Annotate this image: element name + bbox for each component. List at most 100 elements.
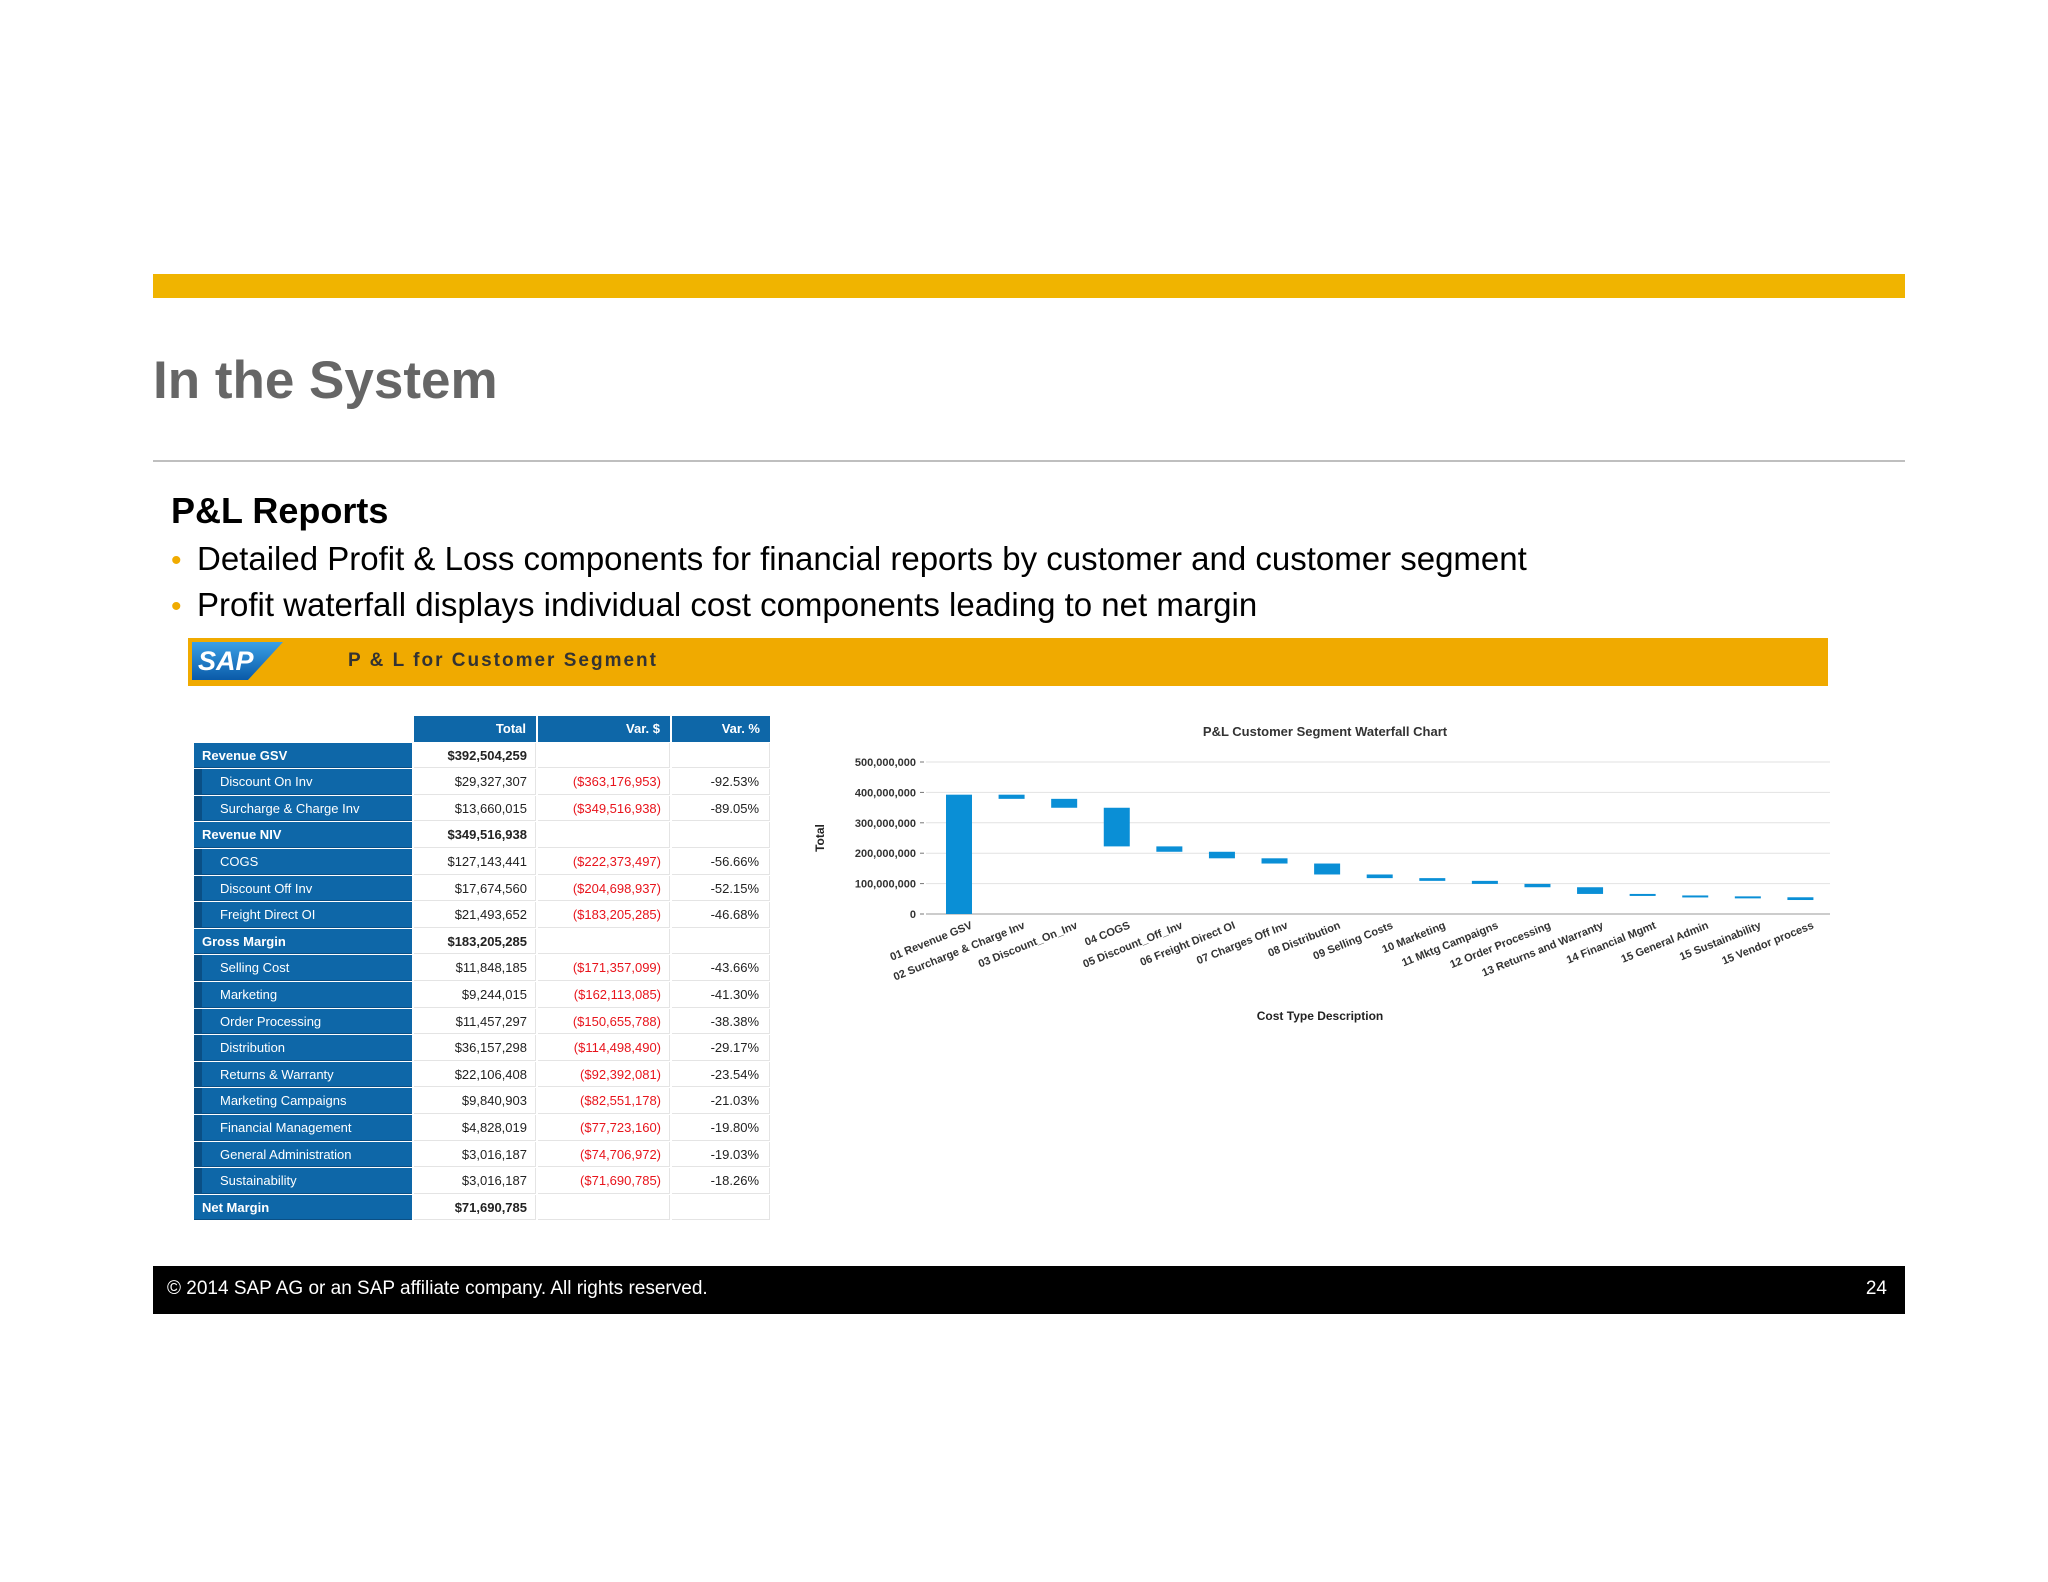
table-row[interactable]: Marketing Campaigns $9,840,903 ($82,551,17… [194,1088,772,1115]
row-label: Revenue NIV [194,822,412,848]
pl-table: Total Var. $ Var. % Revenue GSV $392,504,… [194,716,772,1221]
row-variance-pct: -29.17% [672,1035,770,1061]
row-variance-pct [672,1194,770,1221]
row-variance-dollar: ($204,698,937) [538,875,670,902]
table-row[interactable]: Order Processing $11,457,297 ($150,655,788… [194,1008,772,1036]
row-variance-dollar: ($162,113,085) [538,981,670,1008]
row-label: Discount On Inv [194,769,412,795]
sap-logo-text: SAP [198,646,255,676]
row-variance-pct: -89.05% [672,795,770,822]
footer-bar: © 2014 SAP AG or an SAP affiliate compan… [153,1266,1905,1314]
row-variance-pct: -41.30% [672,981,770,1008]
waterfall-bar [1366,874,1393,879]
row-variance-dollar [538,822,670,848]
row-variance-pct [672,742,770,769]
bullet-text: Profit waterfall displays individual cos… [197,586,1258,623]
table-row[interactable]: Marketing $9,244,015 ($162,113,085) -41.30% [194,981,772,1009]
row-variance-dollar: ($183,205,285) [538,902,670,928]
waterfall-bar [1787,897,1814,901]
row-total: $127,143,441 [414,848,536,875]
row-total: $11,848,185 [414,955,536,981]
waterfall-bar [1051,798,1078,808]
waterfall-bar [1734,896,1761,899]
row-variance-dollar: ($114,498,490) [538,1035,670,1061]
waterfall-bar [1629,893,1656,896]
waterfall-chart: 0 100,000,000 200,000,000 300,000,000 400,00… [813,724,1830,1023]
row-variance-dollar: ($150,655,788) [538,1008,670,1035]
table-row[interactable]: Discount Off Inv $17,674,560 ($204,698,937… [194,875,772,903]
waterfall-bar [1419,878,1446,881]
row-variance-dollar: ($349,516,938) [538,795,670,822]
column-header-var-pct[interactable]: Var. % [672,716,770,742]
row-total: $36,157,298 [414,1035,536,1061]
table-header-blank [194,716,412,742]
row-total: $9,840,903 [414,1088,536,1114]
row-total: $13,660,015 [414,795,536,822]
bullet-item: • Profit waterfall displays individual co… [171,586,1257,624]
row-variance-pct: -21.03% [672,1088,770,1114]
row-variance-pct: -19.03% [672,1141,770,1168]
y-axis: 0 100,000,000 200,000,000 300,000,000 400,00… [855,757,924,921]
row-label: Distribution [194,1035,412,1061]
row-label: COGS [194,848,412,875]
page-number: 24 [1865,1278,1887,1299]
y-tick-label: 100,000,000 [855,879,916,891]
row-variance-dollar: ($74,706,972) [538,1141,670,1168]
table-row[interactable]: General Administration $3,016,187 ($74,706… [194,1141,772,1169]
row-label: Returns & Warranty [194,1061,412,1088]
row-variance-pct: -46.68% [672,902,770,928]
row-variance-dollar: ($363,176,953) [538,769,670,795]
waterfall-bar [1471,880,1498,884]
table-row[interactable]: Financial Management $4,828,019 ($77,723,1… [194,1114,772,1142]
bullet-icon: • [171,544,182,577]
row-total: $3,016,187 [414,1168,536,1194]
row-label: General Administration [194,1141,412,1168]
table-row[interactable]: Distribution $36,157,298 ($114,498,490) -29… [194,1035,772,1062]
waterfall-bar [1314,863,1341,875]
table-row[interactable]: Revenue NIV $349,516,938 [194,822,772,849]
table-row[interactable]: Revenue GSV $392,504,259 [194,742,772,770]
accent-band [153,274,1905,298]
row-variance-pct [672,928,770,955]
row-total: $71,690,785 [414,1194,536,1221]
row-variance-pct: -23.54% [672,1061,770,1088]
row-label: Marketing [194,981,412,1008]
table-row[interactable]: Freight Direct OI $21,493,652 ($183,205,28… [194,902,772,929]
x-tick-label: 07 Charges Off Inv [1195,919,1290,967]
row-total: $392,504,259 [414,742,536,769]
row-variance-dollar: ($92,392,081) [538,1061,670,1088]
table-row[interactable]: Sustainability $3,016,187 ($71,690,785) -18… [194,1168,772,1195]
page-title: In the System [153,351,498,410]
table-row[interactable]: Returns & Warranty $22,106,408 ($92,392,08… [194,1061,772,1089]
table-row[interactable]: Discount On Inv $29,327,307 ($363,176,953)… [194,769,772,796]
table-row[interactable]: Gross Margin $183,205,285 [194,928,772,956]
y-tick-label: 200,000,000 [855,848,916,860]
waterfall-bar [1103,807,1130,847]
table-row[interactable]: Net Margin $71,690,785 [194,1194,772,1222]
column-header-total[interactable]: Total [414,716,536,742]
y-tick-label: 500,000,000 [855,757,916,769]
row-label: Order Processing [194,1008,412,1035]
row-variance-dollar: ($77,723,160) [538,1114,670,1141]
table-body: Revenue GSV $392,504,259 Discount On Inv $2… [194,742,772,1222]
row-total: $183,205,285 [414,928,536,955]
table-row[interactable]: Surcharge & Charge Inv $13,660,015 ($349,5… [194,795,772,823]
table-row[interactable]: COGS $127,143,441 ($222,373,497) -56.66% [194,848,772,876]
title-divider [153,460,1905,462]
report-title: P & L for Customer Segment [348,650,658,671]
table-row[interactable]: Selling Cost $11,848,185 ($171,357,099) -43… [194,955,772,982]
row-total: $3,016,187 [414,1141,536,1168]
row-total: $29,327,307 [414,769,536,795]
row-total: $9,244,015 [414,981,536,1008]
column-header-var-dollar[interactable]: Var. $ [538,716,670,742]
waterfall-bar [1156,846,1183,852]
row-variance-dollar [538,1194,670,1221]
waterfall-bar [1577,887,1604,894]
table-header-row: Total Var. $ Var. % [194,716,772,743]
bullet-item: • Detailed Profit & Loss components for f… [171,540,1527,578]
row-label: Revenue GSV [194,742,412,769]
x-tick-label: 14 Financial Mgmt [1565,920,1658,967]
row-variance-pct: -52.15% [672,875,770,902]
bullet-icon: • [171,590,182,623]
chart-title: P&L Customer Segment Waterfall Chart [1203,724,1448,739]
